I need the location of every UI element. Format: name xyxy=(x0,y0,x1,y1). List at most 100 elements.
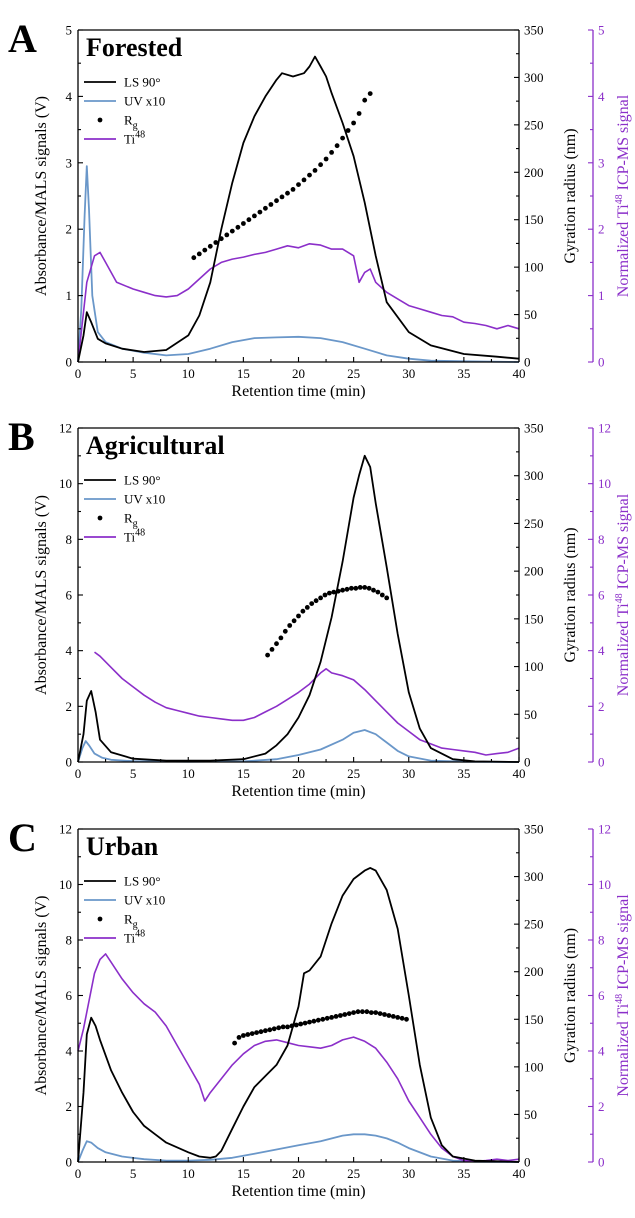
x-tick-label: 40 xyxy=(513,366,526,381)
panel-title: Agricultural xyxy=(86,431,225,460)
rg-point xyxy=(241,221,246,226)
legend-label-text: UV x10 xyxy=(124,893,165,908)
gyration-tick-label: 200 xyxy=(524,564,544,579)
rg-point xyxy=(224,232,230,238)
legend-label-text: LS 90° xyxy=(124,75,161,90)
gyration-tick-label: 50 xyxy=(524,1107,537,1122)
panel-title: Urban xyxy=(86,832,159,861)
rg-point xyxy=(318,595,323,601)
legend-label-sup: 48 xyxy=(135,528,145,539)
icp-tick-label: 3 xyxy=(598,155,605,170)
rg-point xyxy=(346,1011,352,1016)
gyration-tick-label: 100 xyxy=(524,1059,544,1074)
gyration-tick-label: 350 xyxy=(524,822,544,837)
rg-point xyxy=(265,652,270,658)
rg-point xyxy=(375,589,381,595)
y-left-tick-label: 12 xyxy=(59,822,72,837)
rg-point xyxy=(268,202,274,207)
y-left-tick-label: 4 xyxy=(66,643,73,658)
gyration-tick-label: 300 xyxy=(524,468,544,483)
rg-point xyxy=(285,1024,290,1030)
legend-label-sup: 48 xyxy=(135,929,145,940)
rg-point xyxy=(307,172,312,178)
x-tick-label: 30 xyxy=(402,766,415,781)
x-tick-label: 20 xyxy=(292,766,305,781)
rg-point xyxy=(329,150,334,155)
x-tick-label: 40 xyxy=(513,766,526,781)
rg-point xyxy=(276,1025,282,1031)
panel-a: 0 5 10 15 20 25 30 35 40012345050100150200250300… xyxy=(8,16,632,400)
x-tick-label: 5 xyxy=(130,366,137,381)
rg-point xyxy=(386,1013,392,1018)
rg-point xyxy=(312,168,318,173)
x-tick-label: 5 xyxy=(130,1166,137,1181)
x-tick-label: 35 xyxy=(457,766,470,781)
gyration-tick-label: 300 xyxy=(524,70,544,85)
series-rg-dots xyxy=(191,91,373,261)
legend-label-text: UV x10 xyxy=(124,94,165,109)
panel-letter: B xyxy=(8,414,35,459)
icp-title-sup: 48 xyxy=(614,194,625,204)
rg-point xyxy=(267,1027,273,1033)
icp-tick-label: 12 xyxy=(598,421,611,436)
icp-axis-title: Normalized Ti48 ICP-MS signal xyxy=(614,493,632,696)
rg-point xyxy=(327,590,332,596)
icp-tick-label: 12 xyxy=(598,822,611,837)
rg-point xyxy=(246,217,252,223)
rg-point xyxy=(331,589,337,595)
rg-point xyxy=(364,1009,370,1015)
legend-swatch-dot xyxy=(97,515,103,521)
icp-tick-label: 6 xyxy=(598,588,605,603)
rg-point xyxy=(263,205,268,211)
legend-label: Ti48 xyxy=(124,528,145,545)
y-left-tick-label: 1 xyxy=(66,288,73,303)
rg-point xyxy=(404,1016,409,1022)
rg-point xyxy=(320,1016,326,1022)
rg-point xyxy=(290,187,296,192)
rg-point xyxy=(377,1011,383,1016)
rg-point xyxy=(340,587,345,593)
legend-label: Rg xyxy=(124,511,138,530)
gyration-tick-label: 200 xyxy=(524,964,544,979)
legend-label-sub: g xyxy=(133,920,138,931)
gyration-tick-label: 200 xyxy=(524,165,544,180)
icp-tick-label: 2 xyxy=(598,222,605,237)
rg-point xyxy=(296,182,301,188)
icp-tick-label: 8 xyxy=(598,532,605,547)
y-left-axis-title: Absorbance/MALS signals (V) xyxy=(33,96,50,296)
x-tick-label: 0 xyxy=(75,766,82,781)
panel-c: 0 5 10 15 20 25 30 35 40024681012050100150200250… xyxy=(8,815,632,1200)
rg-point xyxy=(263,1028,268,1034)
rg-point xyxy=(342,1012,348,1017)
rg-point xyxy=(366,585,372,591)
y-left-axis-title: Absorbance/MALS signals (V) xyxy=(33,896,50,1096)
icp-title-base: Normalized Ti xyxy=(615,603,632,696)
series-rg-dots xyxy=(232,1009,409,1046)
rg-point xyxy=(302,1020,308,1026)
x-tick-label: 15 xyxy=(237,366,250,381)
series-ls-line xyxy=(77,55,520,363)
rg-point xyxy=(252,213,257,219)
rg-point xyxy=(307,1019,312,1025)
rg-point xyxy=(229,228,235,234)
series-uv-line xyxy=(77,165,520,363)
x-tick-label: 40 xyxy=(513,1166,526,1181)
y-left-tick-label: 2 xyxy=(66,222,73,237)
gyration-tick-label: 50 xyxy=(524,307,537,322)
rg-point xyxy=(285,190,290,196)
x-tick-label: 15 xyxy=(237,766,250,781)
x-tick-label: 20 xyxy=(292,1166,305,1181)
icp-tick-label: 6 xyxy=(598,988,605,1003)
y-left-tick-label: 0 xyxy=(66,1155,73,1170)
gyration-tick-label: 0 xyxy=(524,1155,531,1170)
rg-point xyxy=(333,1014,339,1019)
rg-point xyxy=(322,592,328,598)
panel-letter: A xyxy=(8,16,37,61)
x-tick-label: 20 xyxy=(292,366,305,381)
y-left-tick-label: 5 xyxy=(66,23,73,38)
gyration-axis-title: Gyration radius (nm) xyxy=(562,928,579,1063)
y-left-tick-label: 12 xyxy=(59,421,72,436)
